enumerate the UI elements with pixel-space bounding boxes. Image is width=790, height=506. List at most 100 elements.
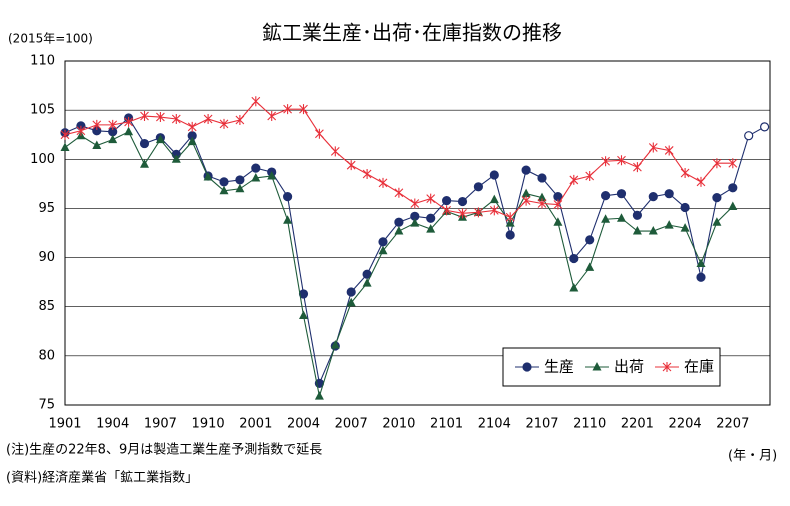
marker <box>712 193 722 203</box>
x-tick-label: 2104 <box>478 417 511 432</box>
marker <box>60 142 70 151</box>
marker <box>251 163 261 173</box>
marker <box>712 217 722 226</box>
marker <box>124 116 133 127</box>
legend: 生産 出荷 在庫 <box>502 347 721 387</box>
marker <box>537 173 547 183</box>
x-tick-label: 2101 <box>430 417 463 432</box>
x-tick-label: 2107 <box>525 417 558 432</box>
y-tick-label: 90 <box>38 250 55 265</box>
marker <box>410 198 420 209</box>
marker <box>394 226 404 235</box>
chart-title: 鉱工業生産･出荷･在庫指数の推移 <box>262 21 562 45</box>
legend-label: 在庫 <box>684 358 714 376</box>
x-tick-label: 2001 <box>239 417 272 432</box>
marker <box>267 111 277 122</box>
marker <box>616 189 627 199</box>
marker <box>251 96 261 107</box>
marker <box>728 183 738 193</box>
marker <box>76 125 86 136</box>
marker <box>60 129 70 140</box>
marker <box>617 155 626 166</box>
x-tick-label: 1907 <box>144 417 177 432</box>
marker <box>759 122 770 132</box>
marker <box>92 119 102 130</box>
marker <box>187 136 197 146</box>
y-tick-label: 105 <box>30 103 55 118</box>
marker <box>235 183 245 193</box>
marker <box>585 262 595 271</box>
legend-label: 生産 <box>544 358 574 376</box>
marker <box>569 283 579 292</box>
marker <box>346 287 356 297</box>
plot-frame <box>64 60 771 406</box>
marker <box>569 253 579 264</box>
marker <box>203 171 213 181</box>
marker <box>648 192 658 202</box>
marker <box>155 134 165 144</box>
x-tick-label: 2010 <box>382 417 415 432</box>
marker <box>140 111 149 122</box>
marker <box>680 202 690 213</box>
marker <box>283 192 293 202</box>
marker <box>378 245 388 255</box>
marker <box>124 126 134 136</box>
marker <box>474 207 483 218</box>
marker <box>601 156 610 167</box>
marker <box>505 230 515 240</box>
marker <box>521 188 531 198</box>
marker <box>362 278 372 287</box>
marker <box>219 118 229 129</box>
x-tick-label: 1901 <box>48 417 81 432</box>
marker <box>426 193 436 204</box>
marker <box>664 189 674 199</box>
series-line <box>64 117 765 386</box>
legend-label: 出荷 <box>614 358 644 376</box>
marker <box>346 160 356 171</box>
marker <box>489 205 499 216</box>
marker <box>203 113 213 124</box>
marker <box>537 198 547 209</box>
marker <box>315 128 324 139</box>
marker <box>696 176 706 187</box>
x-tick-label: 2007 <box>335 417 368 432</box>
marker <box>156 112 165 123</box>
marker <box>505 212 515 223</box>
marker <box>585 170 595 181</box>
marker <box>632 210 643 220</box>
marker <box>330 340 340 349</box>
marker <box>489 170 499 180</box>
x-tick-label: 1910 <box>192 417 225 432</box>
marker <box>664 220 674 229</box>
marker <box>171 154 181 163</box>
x-tick-label: 2201 <box>621 417 654 432</box>
note: (注)生産の22年8、9月は製造工業生産予測指数で延長 <box>6 442 322 458</box>
y-tick-label: 110 <box>30 54 55 69</box>
marker <box>108 119 118 130</box>
marker <box>394 187 404 198</box>
marker <box>601 214 611 223</box>
marker <box>633 162 642 173</box>
marker <box>235 175 245 185</box>
marker <box>712 158 722 169</box>
marker <box>553 199 563 210</box>
marker <box>617 213 626 222</box>
marker <box>378 177 388 188</box>
marker <box>521 165 531 175</box>
marker <box>267 170 277 180</box>
x-tick-label: 1904 <box>96 417 129 432</box>
marker <box>696 272 706 282</box>
marker <box>299 310 308 320</box>
marker <box>648 226 658 235</box>
marker <box>283 104 292 115</box>
marker <box>569 174 579 185</box>
marker <box>171 113 181 124</box>
marker <box>553 217 563 226</box>
marker <box>394 217 404 227</box>
marker <box>108 134 118 144</box>
marker <box>92 140 102 150</box>
x-unit: (年・月) <box>728 449 777 464</box>
x-tick-label: 2110 <box>573 417 606 432</box>
marker <box>505 218 515 227</box>
